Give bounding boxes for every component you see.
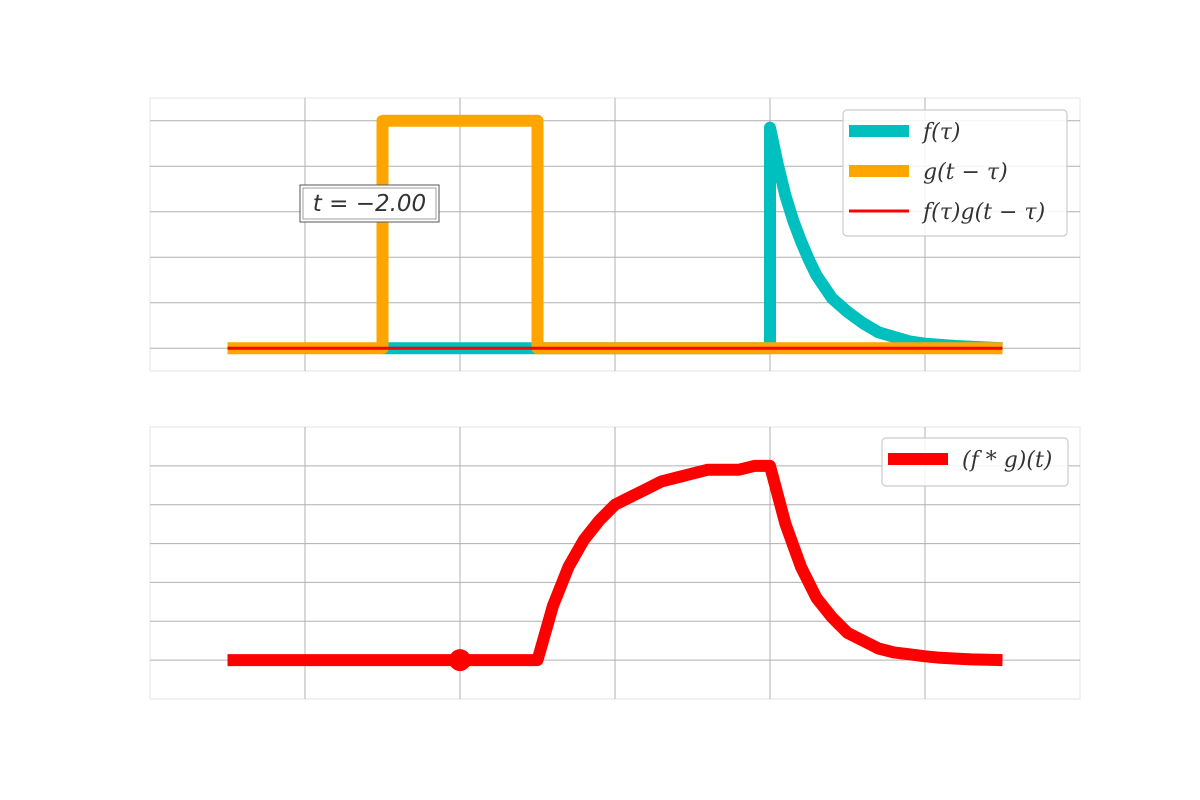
legend: f(τ)g(t − τ)f(τ)g(t − τ) <box>842 109 1068 237</box>
legend-label-1: (f * g)(t) <box>962 448 1052 473</box>
bottom-axes: (f * g)(t) <box>149 426 1081 700</box>
legend-box <box>842 109 1068 237</box>
time-annotation-box <box>299 184 440 223</box>
series-line-1 <box>227 459 1003 667</box>
series-line-1 <box>382 121 1003 355</box>
legend-label-2: g(t − τ) <box>923 160 1008 185</box>
time-annotation-inner-border <box>302 187 437 220</box>
legend-label-3: f(τ)g(t − τ) <box>921 200 1045 225</box>
legend-box <box>881 437 1069 487</box>
top-axes: t = −2.00f(τ)g(t − τ)f(τ)g(t − τ) <box>149 97 1081 372</box>
legend-label-1: f(τ) <box>921 120 960 145</box>
time-annotation: t = −2.00 <box>313 191 426 217</box>
current-t-marker <box>449 649 471 672</box>
legend: (f * g)(t) <box>881 437 1069 487</box>
